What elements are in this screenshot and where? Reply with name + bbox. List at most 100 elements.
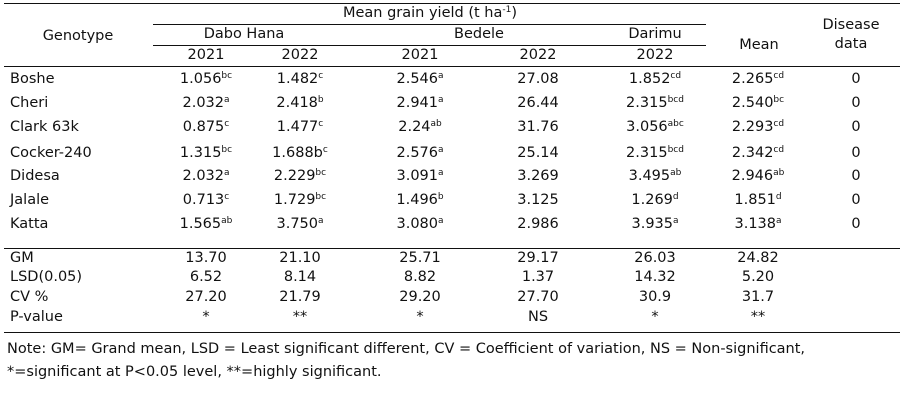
cell-significance-letter: c [224,192,230,202]
cell-significance-letter: a [438,95,444,105]
row-disease-value: 0 [851,95,861,111]
cell-value: 2.576 [396,145,438,161]
cell-significance-letter: cd [670,71,682,81]
cell-significance-letter: a [224,168,230,178]
stat-value: * [202,309,210,325]
header-location-bedele: Bedele [454,26,504,42]
cell-value: 3.056 [626,119,668,135]
cell-significance-letter: cd [773,145,785,155]
table-cell: 25.14 [517,144,559,162]
cell-significance-letter: a [438,71,444,81]
cell-significance-letter: c [322,145,328,155]
cell-value: 3.138 [734,216,776,232]
table-cell: 2.946ab [732,167,785,185]
table-cell: 2.293cd [732,118,784,136]
table-cell: 0.875c [183,118,229,136]
cell-value: 1.269 [631,192,673,208]
table-cell: 31.76 [517,118,559,136]
cell-value: 0.875 [182,119,225,135]
header-disease-line1: Disease [822,17,880,33]
cell-value: 2.032 [182,95,224,111]
cell-significance-letter: a [438,216,444,226]
header-disease-line2: data [834,36,868,52]
cell-significance-letter: d [672,192,679,202]
cell-significance-letter: bcd [667,95,684,105]
header-genotype: Genotype [42,28,114,44]
table-cell: 2.986 [517,215,559,233]
table-cell: 2.315bcd [626,94,684,112]
header-mean-grain-yield-sup: -1 [502,5,512,15]
stat-value: 25.71 [399,250,441,266]
cell-significance-letter: c [318,119,324,129]
header-year: 2022 [281,47,319,63]
row-disease-value: 0 [851,216,861,232]
cell-value: 0.713 [182,192,225,208]
table-cell: 3.080a [396,215,443,233]
cell-value: 2.032 [182,168,224,184]
cell-value: 3.269 [517,168,559,184]
stat-value: 27.70 [517,289,559,305]
table-cell: 2.546a [396,70,443,88]
table-cell: 3.495ab [629,167,682,185]
table-cell: 3.091a [396,167,443,185]
cell-value: 2.946 [731,168,774,184]
table-cell: 2.265cd [732,70,784,88]
cell-significance-letter: ab [670,168,682,178]
table-cell: 1.482c [277,70,323,88]
stat-value: 8.14 [283,269,317,285]
cell-significance-letter: c [224,119,230,129]
cell-value: 2.941 [396,95,438,111]
table-cell: 2.229bc [274,167,326,185]
table-cell: 3.935a [631,215,678,233]
cell-significance-letter: ab [221,216,233,226]
cell-significance-letter: bc [315,192,327,202]
table-cell: 1.729bc [274,191,326,209]
stat-value: 24.82 [737,250,779,266]
stat-value: NS [527,309,549,325]
stat-label: CV % [10,289,49,305]
cell-significance-letter: abc [667,119,684,129]
stat-value: 6.52 [189,269,223,285]
cell-significance-letter: a [438,168,444,178]
cell-significance-letter: d [775,192,782,202]
cell-value: 3.080 [396,216,438,232]
stat-value: ** [292,309,308,325]
cell-value: 1.496 [396,192,438,208]
rule-header-bottom [4,66,900,67]
stat-value: 27.20 [185,289,227,305]
header-location-darimu: Darimu [628,26,682,42]
stat-value: 30.9 [638,289,672,305]
rule-before-stats [4,248,900,249]
cell-value: 3.750 [276,216,318,232]
table-cell: 3.125 [517,191,559,209]
stat-value: 26.03 [634,250,676,266]
cell-value: 1.729 [273,192,316,208]
cell-significance-letter: bc [315,168,327,178]
cell-value: 27.08 [517,71,559,87]
row-genotype-label: Katta [10,216,49,232]
cell-value: 25.14 [517,145,559,161]
cell-significance-letter: bc [221,145,233,155]
row-genotype-label: Cheri [10,95,49,111]
cell-value: 2.315 [626,95,668,111]
cell-significance-letter: bc [773,95,785,105]
cell-value: 2.540 [731,95,774,111]
cell-significance-letter: c [318,71,324,81]
header-year: 2022 [519,47,557,63]
table-cell: 1.688bc [272,144,328,162]
cell-value: 2.265 [731,71,774,87]
rule-under-title [153,24,706,25]
stat-value: * [651,309,659,325]
table-cell: 1.315bc [180,144,232,162]
cell-significance-letter: b [317,95,324,105]
rule-before-note [4,332,900,333]
stat-value: 29.20 [399,289,441,305]
cell-value: 2.342 [731,145,774,161]
cell-value: 2.229 [273,168,316,184]
cell-significance-letter: ab [773,168,785,178]
header-mean-grain-yield-close: ) [511,5,518,21]
cell-significance-letter: bc [221,71,233,81]
cell-value: 1.477 [276,119,319,135]
table-cell: 1.852cd [629,70,681,88]
